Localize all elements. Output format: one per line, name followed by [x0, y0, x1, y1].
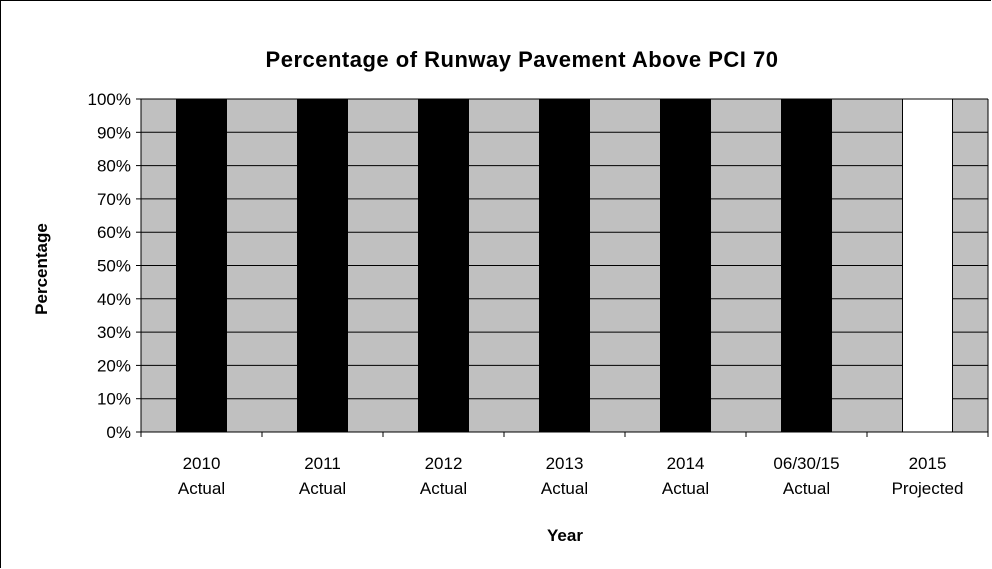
bar [660, 98, 711, 433]
y-tick-label: 80% [97, 157, 131, 176]
x-tick-label: 2015 Projected [892, 454, 964, 498]
y-tick-label: 20% [97, 356, 131, 375]
x-tick-labels: 2010 Actual 2011 Actual 2012 Actual 2013 Actual… [178, 454, 964, 498]
x-tick-label: 2013 Actual [541, 454, 588, 498]
x-tick-label: 2012 Actual [420, 454, 467, 498]
y-axis-label: Percentage [32, 223, 51, 315]
y-tick-label: 50% [97, 257, 131, 276]
bar [781, 98, 832, 433]
y-tick-label: 40% [97, 290, 131, 309]
y-tick-label: 90% [97, 123, 131, 142]
y-tick-label: 0% [106, 423, 131, 442]
x-tick-label: 2014 Actual [662, 454, 709, 498]
y-tick-label: 70% [97, 190, 131, 209]
y-tick-label: 10% [97, 390, 131, 409]
chart-title: Percentage of Runway Pavement Above PCI … [266, 47, 779, 72]
y-tick-labels: 0% 10% 20% 30% 40% 50% 60% 70% 80% 90% 100% [88, 90, 131, 442]
y-tick-label: 100% [88, 90, 131, 109]
x-tick-label: 2010 Actual [178, 454, 225, 498]
x-axis-label: Year [547, 526, 583, 545]
axes [136, 98, 989, 437]
y-tick-label: 30% [97, 323, 131, 342]
bars [176, 98, 953, 433]
bar [418, 98, 469, 433]
x-tick-label: 06/30/15 Actual [773, 454, 839, 498]
bar [176, 98, 227, 433]
x-tick-label: 2011 Actual [299, 454, 346, 498]
bar [539, 98, 590, 433]
bar [902, 98, 953, 433]
y-tick-label: 60% [97, 223, 131, 242]
bar [297, 98, 348, 433]
